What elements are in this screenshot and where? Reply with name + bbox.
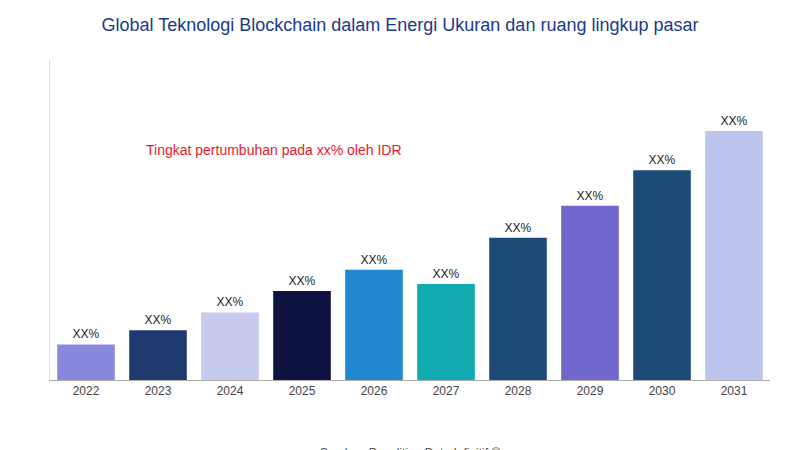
svg-text:2029: 2029 — [577, 384, 604, 398]
svg-text:XX%: XX% — [432, 267, 459, 281]
svg-text:2026: 2026 — [361, 384, 388, 398]
svg-text:2024: 2024 — [217, 384, 244, 398]
svg-text:XX%: XX% — [288, 274, 315, 288]
svg-text:XX%: XX% — [72, 327, 99, 341]
svg-text:XX%: XX% — [144, 313, 171, 327]
svg-text:XX%: XX% — [648, 153, 675, 167]
svg-text:2030: 2030 — [649, 384, 676, 398]
svg-text:2028: 2028 — [505, 384, 532, 398]
svg-text:Sumber: Penelitian Data Infini: Sumber: Penelitian Data Infinitif © — [320, 446, 500, 450]
svg-text:2027: 2027 — [433, 384, 460, 398]
svg-text:XX%: XX% — [216, 295, 243, 309]
svg-text:2025: 2025 — [289, 384, 316, 398]
svg-text:2023: 2023 — [145, 384, 172, 398]
svg-text:XX%: XX% — [504, 221, 531, 235]
svg-text:XX%: XX% — [720, 114, 747, 128]
svg-text:XX%: XX% — [576, 189, 603, 203]
svg-text:2022: 2022 — [73, 384, 100, 398]
svg-text:2031: 2031 — [721, 384, 748, 398]
svg-text:Global Teknologi Blockchain da: Global Teknologi Blockchain dalam Energi… — [101, 15, 698, 35]
svg-text:XX%: XX% — [360, 253, 387, 267]
svg-text:Tingkat pertumbuhan pada xx% o: Tingkat pertumbuhan pada xx% oleh IDR — [146, 142, 402, 158]
